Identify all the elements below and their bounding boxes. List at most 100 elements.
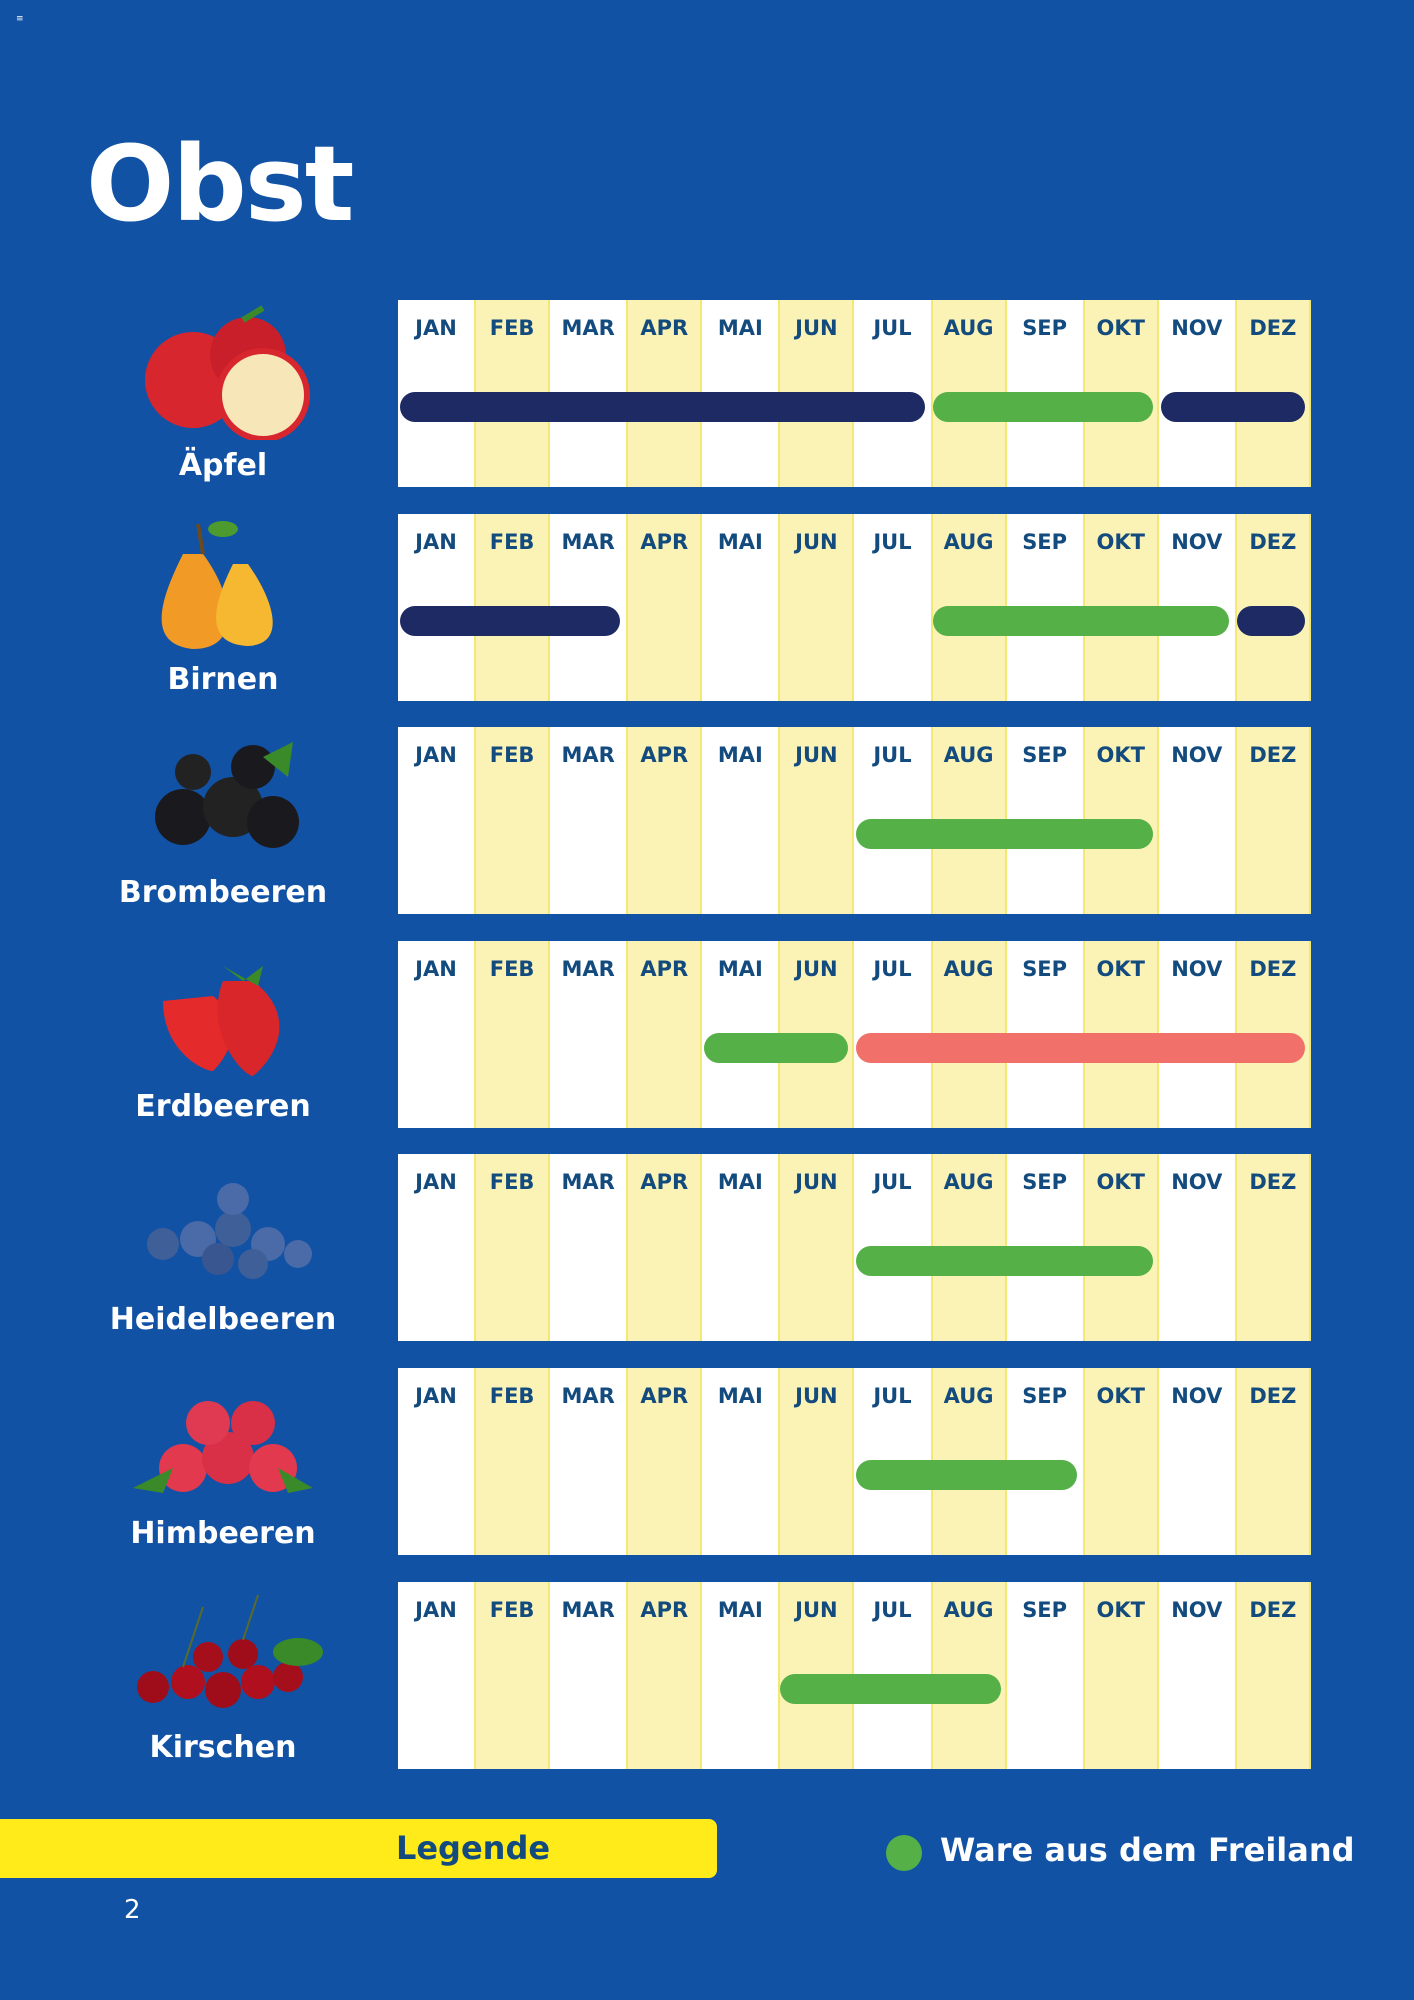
month-column bbox=[778, 1154, 855, 1342]
month-label: DEZ bbox=[1249, 1384, 1297, 1408]
month-label: AUG bbox=[943, 529, 994, 554]
month-label: NOV bbox=[1171, 743, 1223, 768]
fruit-blackberry: Brombeeren bbox=[83, 727, 363, 917]
fruit-raspberry: Himbeeren bbox=[83, 1368, 363, 1558]
month-column bbox=[474, 727, 551, 915]
month-label: JUN bbox=[795, 1384, 838, 1408]
month-label: MAI bbox=[717, 316, 763, 340]
month-grid: JAN FEB MAR APR MAI JUN JUL AUG SEP OKT NOV DEZ bbox=[398, 727, 1311, 915]
month-label: JAN bbox=[415, 743, 457, 768]
month-label: OKT bbox=[1096, 316, 1145, 340]
month-label: MAI bbox=[717, 743, 763, 768]
month-column bbox=[474, 1581, 551, 1769]
fruit-strawberry: Erdbeeren bbox=[83, 941, 363, 1131]
month-label: DEZ bbox=[1249, 743, 1297, 768]
season-bar bbox=[780, 1673, 1001, 1704]
month-label: JUN bbox=[795, 529, 838, 554]
fruit-name: Himbeeren bbox=[130, 1516, 316, 1551]
month-label: FEB bbox=[489, 316, 535, 340]
month-column bbox=[626, 1154, 703, 1342]
month-label: APR bbox=[640, 1597, 689, 1622]
month-label: MAR bbox=[561, 529, 615, 554]
month-label: FEB bbox=[489, 1384, 535, 1408]
month-label: FEB bbox=[489, 1170, 535, 1195]
month-grid: JAN FEB MAR APR MAI JUN JUL AUG SEP OKT NOV DEZ bbox=[398, 1154, 1311, 1342]
month-label: APR bbox=[640, 743, 689, 768]
month-label: JAN bbox=[415, 956, 457, 981]
legend-title: Legende bbox=[395, 1829, 551, 1867]
season-bar bbox=[932, 392, 1153, 422]
fruit-row-pear: Birnen JAN FEB MAR APR MAI JUN JUL AUG SEP OKT NOV D… bbox=[0, 513, 1414, 704]
month-label: OKT bbox=[1096, 1384, 1145, 1408]
month-label: AUG bbox=[943, 956, 994, 981]
month-label: SEP bbox=[1022, 1384, 1068, 1408]
month-label: FEB bbox=[489, 956, 535, 981]
month-label: AUG bbox=[943, 1597, 994, 1622]
month-label: APR bbox=[640, 1170, 689, 1195]
month-grid: JAN FEB MAR APR MAI JUN JUL AUG SEP OKT NOV DEZ bbox=[398, 300, 1311, 487]
month-column bbox=[474, 1368, 551, 1555]
season-bar bbox=[932, 605, 1229, 636]
month-column bbox=[778, 1368, 855, 1555]
legend-item-freiland: Ware aus dem Freiland bbox=[940, 1831, 1355, 1869]
month-label: OKT bbox=[1096, 529, 1145, 554]
month-label: JUN bbox=[795, 743, 838, 768]
month-label: JUN bbox=[795, 1170, 838, 1195]
apple-icon bbox=[145, 305, 310, 440]
month-label: SEP bbox=[1022, 1170, 1068, 1195]
month-label: NOV bbox=[1171, 316, 1223, 340]
month-label: DEZ bbox=[1249, 956, 1297, 981]
fruit-row-blueberry: Heidelbeeren JAN FEB MAR APR MAI JUN JUL AUG SEP O… bbox=[0, 1154, 1414, 1344]
freiland-dot-icon bbox=[886, 1835, 922, 1871]
month-label: JAN bbox=[415, 529, 457, 554]
month-label: NOV bbox=[1171, 1597, 1223, 1622]
page-number: 2 bbox=[124, 1895, 141, 1925]
month-label: JUN bbox=[795, 956, 838, 981]
month-label: MAR bbox=[561, 743, 615, 768]
month-label: NOV bbox=[1171, 1170, 1223, 1195]
month-label: NOV bbox=[1171, 1384, 1223, 1408]
month-label: NOV bbox=[1171, 529, 1223, 554]
month-label: AUG bbox=[943, 316, 994, 340]
month-grid: JAN FEB MAR APR MAI JUN JUL AUG SEP OKT NOV DEZ bbox=[398, 1581, 1311, 1769]
month-label: APR bbox=[640, 316, 689, 340]
month-column bbox=[626, 1368, 703, 1555]
fruit-name: Äpfel bbox=[178, 448, 268, 483]
blueberry-icon bbox=[147, 1183, 312, 1280]
month-label: DEZ bbox=[1249, 1170, 1297, 1195]
raspberry-icon bbox=[133, 1401, 313, 1493]
season-bar bbox=[1236, 605, 1305, 636]
month-grid: JAN FEB MAR APR MAI JUN JUL AUG SEP OKT NOV DEZ bbox=[398, 1368, 1311, 1555]
month-label: JUN bbox=[795, 316, 838, 340]
month-column bbox=[778, 513, 855, 701]
month-label: AUG bbox=[943, 743, 994, 768]
month-label: SEP bbox=[1022, 529, 1068, 554]
fruit-row-blackberry: Brombeeren JAN FEB MAR APR MAI JUN JUL AUG SEP OKT… bbox=[0, 727, 1414, 917]
month-label: MAI bbox=[717, 1384, 763, 1408]
month-label: OKT bbox=[1096, 956, 1145, 981]
month-label: JUL bbox=[873, 1384, 912, 1408]
fruit-row-raspberry: Himbeeren JAN FEB MAR APR MAI JUN JUL AUG SEP OKT N… bbox=[0, 1368, 1414, 1558]
month-label: DEZ bbox=[1249, 529, 1297, 554]
fruit-name: Birnen bbox=[167, 661, 279, 697]
month-label: APR bbox=[640, 1384, 689, 1408]
month-label: FEB bbox=[489, 1597, 535, 1622]
month-label: MAI bbox=[717, 1170, 763, 1195]
month-grid: JAN FEB MAR APR MAI JUN JUL AUG SEP OKT NOV DEZ bbox=[398, 513, 1311, 701]
month-label: AUG bbox=[943, 1384, 994, 1408]
month-label: JAN bbox=[415, 1170, 457, 1195]
month-label: MAR bbox=[561, 1597, 615, 1622]
page-title: Obst bbox=[86, 123, 354, 245]
fruit-row-cherry: Kirschen JAN FEB MAR APR MAI JUN JUL AUG SEP OKT NO… bbox=[0, 1581, 1414, 1772]
month-label: JUL bbox=[873, 316, 912, 340]
month-label: MAI bbox=[717, 956, 763, 981]
season-bar bbox=[704, 1032, 849, 1063]
month-label: OKT bbox=[1096, 1597, 1145, 1622]
month-label: DEZ bbox=[1249, 316, 1297, 340]
month-column bbox=[1082, 1368, 1159, 1555]
month-label: DEZ bbox=[1249, 1597, 1297, 1622]
fruit-name: Heidelbeeren bbox=[109, 1302, 337, 1338]
month-label: JAN bbox=[415, 1597, 457, 1622]
month-label: APR bbox=[640, 529, 689, 554]
menu-icon[interactable]: ≡ bbox=[16, 14, 24, 24]
